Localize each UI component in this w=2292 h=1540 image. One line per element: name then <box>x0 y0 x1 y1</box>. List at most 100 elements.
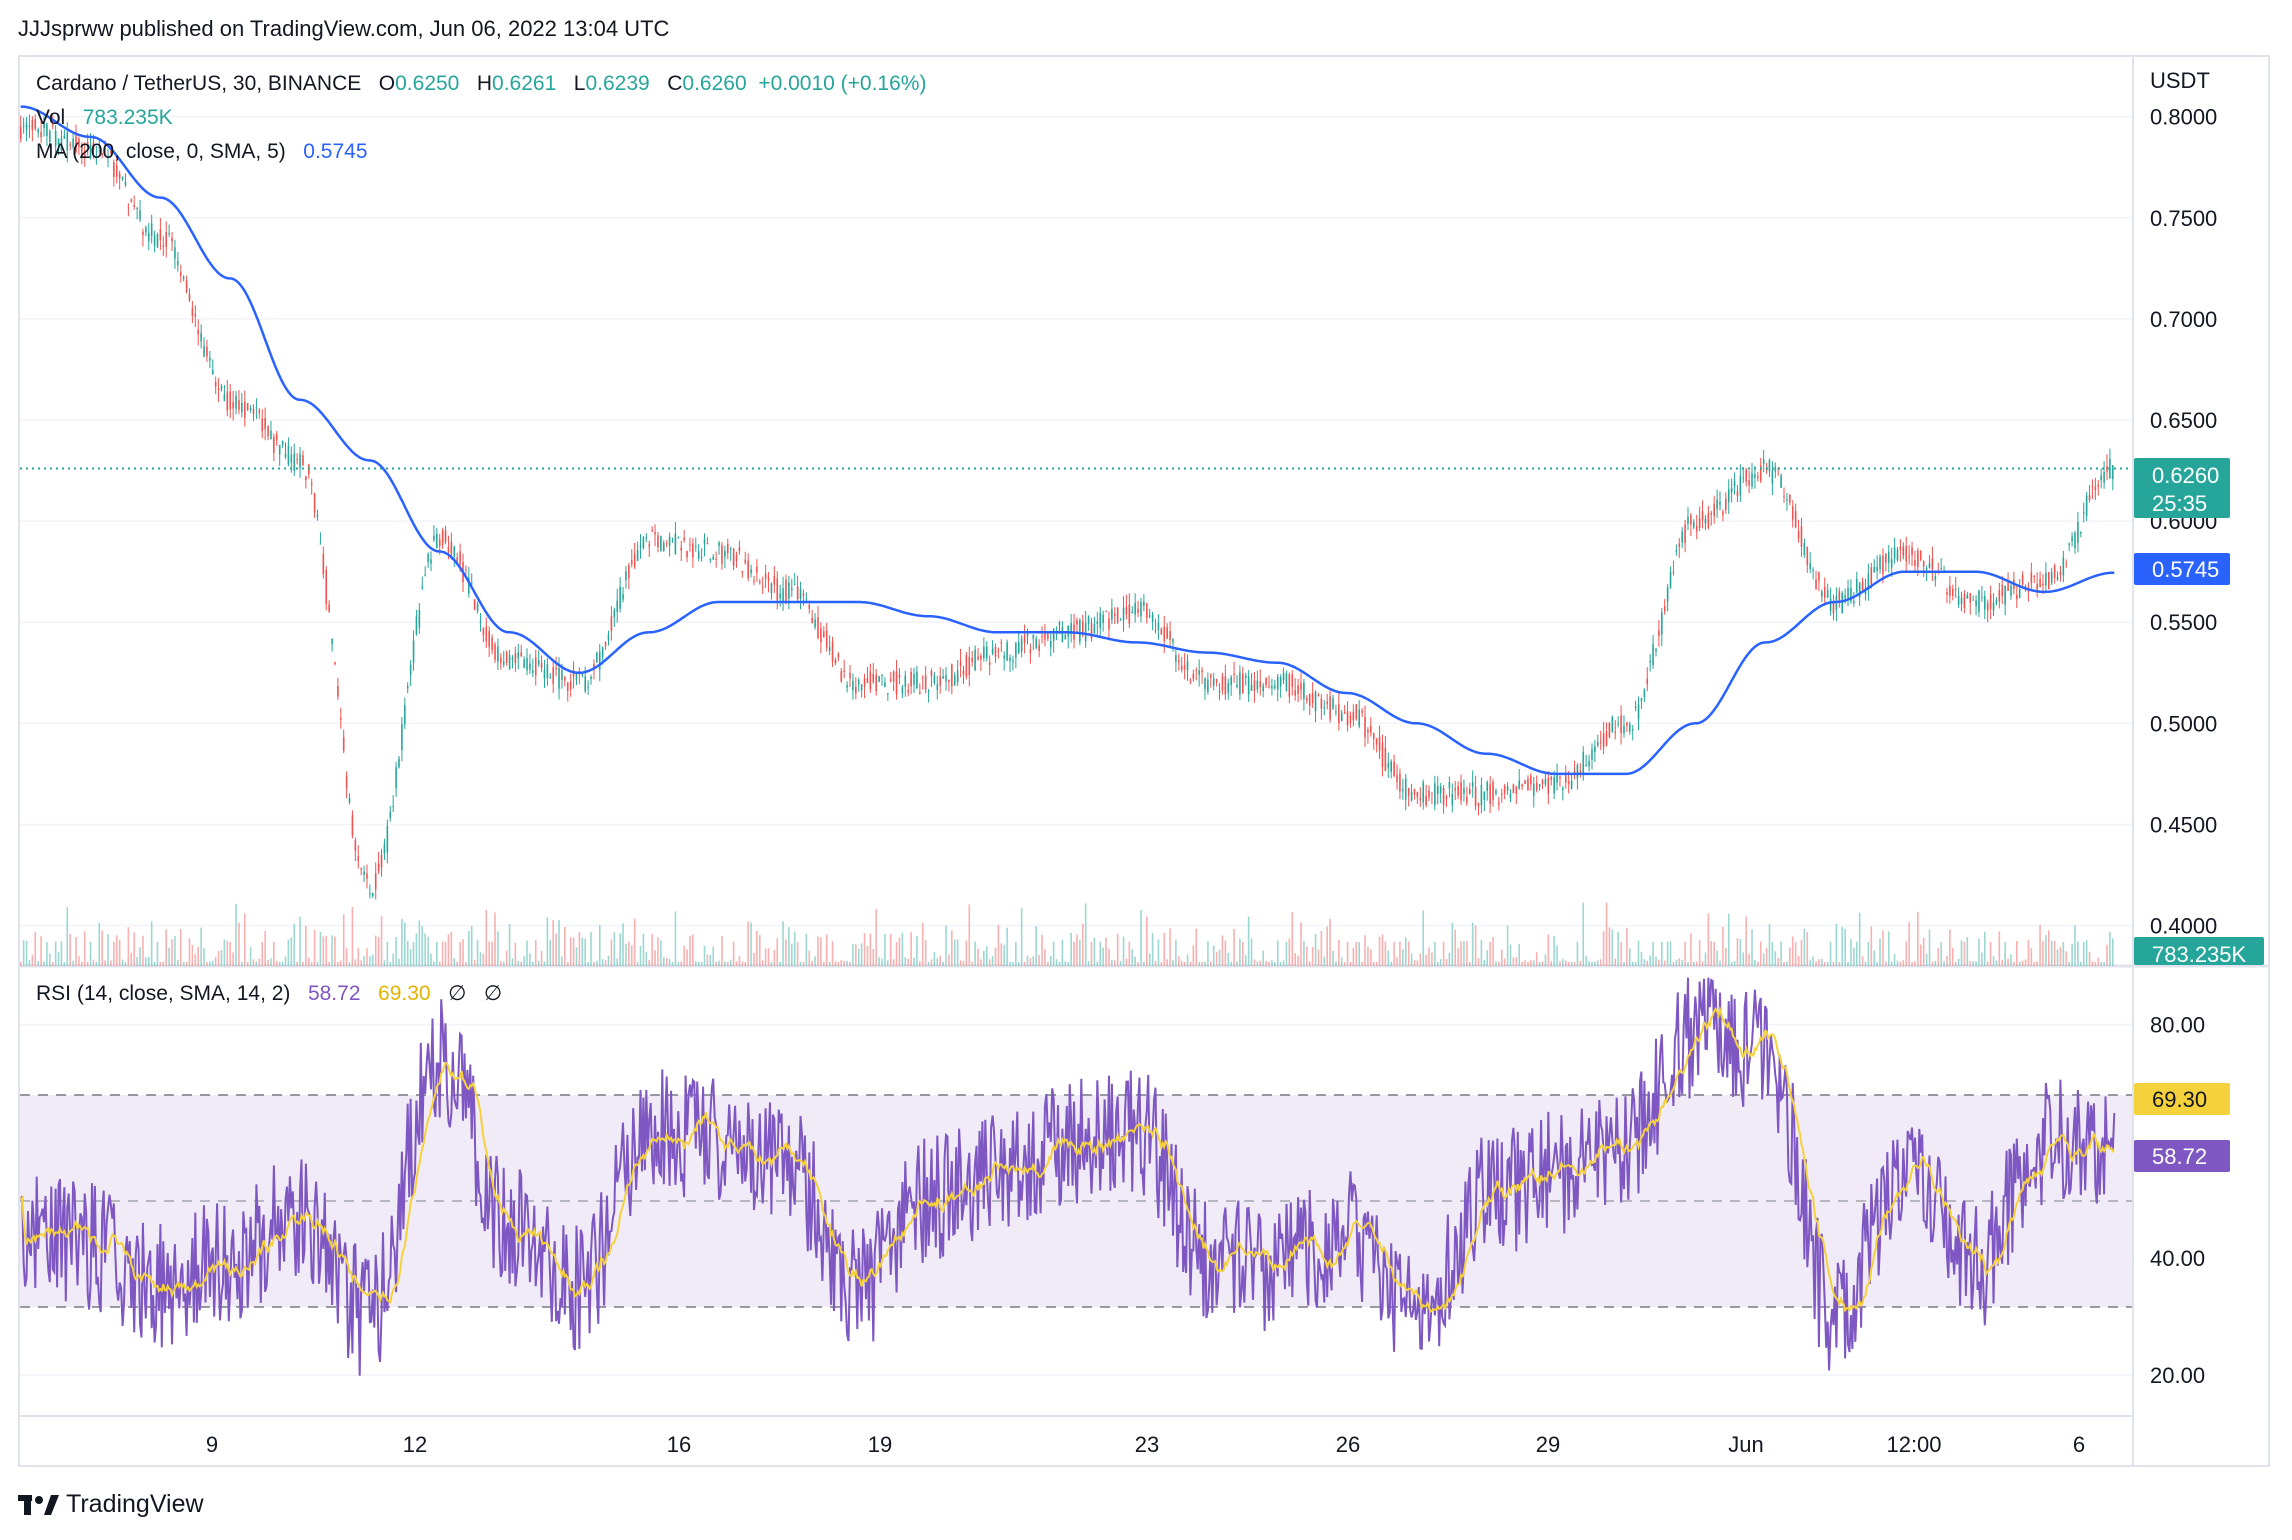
candle-body <box>459 551 461 565</box>
candle-body <box>700 557 703 559</box>
candle-body <box>677 537 680 539</box>
volume-bar <box>811 961 813 966</box>
volume-bar <box>185 961 188 966</box>
candle-body <box>706 542 709 544</box>
rsi-null-2: ∅ <box>483 982 503 1005</box>
volume-bar <box>1492 937 1494 966</box>
volume-bar <box>587 961 589 966</box>
volume-bar <box>1588 960 1590 966</box>
footer-brand[interactable]: TradingView <box>18 1490 204 1519</box>
volume-bar <box>706 954 709 966</box>
legend-volume[interactable]: Vol 783.235K <box>36 106 173 130</box>
candle-body <box>409 664 412 676</box>
candle-body <box>2059 571 2062 576</box>
volume-bar <box>1861 956 1864 966</box>
candle-body <box>150 223 153 237</box>
volume-bar <box>1413 960 1416 966</box>
volume-bar <box>927 961 930 966</box>
volume-bar <box>1908 922 1910 966</box>
volume-bar <box>977 948 979 966</box>
volume-bar <box>724 961 726 966</box>
volume-bar <box>226 941 229 966</box>
volume-bar <box>889 933 892 966</box>
candle-body <box>1471 781 1474 787</box>
candle-body <box>1198 670 1200 675</box>
volume-bar <box>523 956 525 966</box>
volume-bar <box>1704 952 1707 966</box>
volume-bar <box>1823 962 1826 966</box>
symbol-label[interactable]: Cardano / TetherUS, 30, BINANCE <box>36 72 362 95</box>
candle-body <box>438 539 441 547</box>
volume-bar <box>441 941 444 966</box>
candle-body <box>581 674 584 676</box>
candle-body <box>956 670 959 683</box>
candle-body <box>1486 782 1489 791</box>
volume-bar <box>1335 961 1337 966</box>
candle-body <box>1044 632 1046 641</box>
candle-body <box>1661 612 1663 635</box>
volume-bar <box>1661 941 1663 966</box>
volume-bar <box>380 916 383 966</box>
volume-bar <box>1204 961 1206 966</box>
volume-bar <box>1748 954 1750 966</box>
volume-bar <box>997 925 1000 966</box>
volume-bar <box>980 959 982 966</box>
candle-body <box>1076 620 1078 625</box>
volume-bar <box>267 959 269 966</box>
volume-bar <box>1044 949 1046 966</box>
candle-body <box>689 544 691 546</box>
candle-body <box>81 145 83 158</box>
candle-body <box>1562 788 1564 790</box>
volume-bar <box>1611 929 1614 966</box>
candle-body <box>1797 531 1800 539</box>
volume-bar <box>69 934 71 966</box>
volume-bar <box>145 957 147 966</box>
volume-bar <box>1911 961 1913 966</box>
volume-bar <box>453 958 456 966</box>
volume-bar <box>1463 941 1465 966</box>
legend-rsi[interactable]: RSI (14, close, SMA, 14, 2) 58.72 69.30 … <box>36 981 502 1006</box>
legend-ma[interactable]: MA (200, close, 0, SMA, 5) 0.5745 <box>36 140 368 164</box>
candle-body <box>1876 566 1878 571</box>
volume-bar <box>238 922 240 966</box>
close-label: C <box>667 72 683 95</box>
candle-body <box>453 546 456 557</box>
volume-bar <box>1428 947 1430 966</box>
candle-body <box>919 692 921 694</box>
candle-body <box>936 684 939 690</box>
candle-body <box>479 621 482 623</box>
volume-bar <box>881 958 883 966</box>
currency-label: USDT <box>2150 68 2210 93</box>
volume-bar <box>590 932 592 966</box>
volume-bar <box>2074 925 2076 966</box>
volume-bar <box>1614 958 1617 966</box>
candle-body <box>1442 787 1445 806</box>
candle-body <box>1038 644 1040 652</box>
candle-body <box>1687 516 1689 524</box>
volume-bar <box>1774 951 1777 966</box>
volume-bar <box>1617 931 1619 966</box>
candle-body <box>840 671 843 682</box>
high-value: 0.6261 <box>492 72 557 95</box>
volume-bar <box>500 961 502 966</box>
volume-bar <box>549 939 552 966</box>
candle-body <box>1602 733 1605 748</box>
volume-bar <box>220 950 223 966</box>
volume-bar <box>310 961 313 966</box>
candle-body <box>98 146 101 148</box>
candle-body <box>383 844 386 854</box>
candle-body <box>1506 786 1509 791</box>
volume-bar <box>121 959 124 966</box>
candle-body <box>473 599 476 610</box>
candle-body <box>1026 634 1029 636</box>
volume-bar <box>875 909 877 966</box>
volume-bar <box>517 960 520 966</box>
candle-body <box>962 670 965 676</box>
candle-body <box>1509 793 1512 799</box>
rsi-tag: 58.72 <box>2134 1140 2230 1172</box>
candle-body <box>1271 686 1273 689</box>
candle-body <box>1818 572 1820 581</box>
candle-body <box>811 617 813 624</box>
volume-bar <box>904 957 907 966</box>
